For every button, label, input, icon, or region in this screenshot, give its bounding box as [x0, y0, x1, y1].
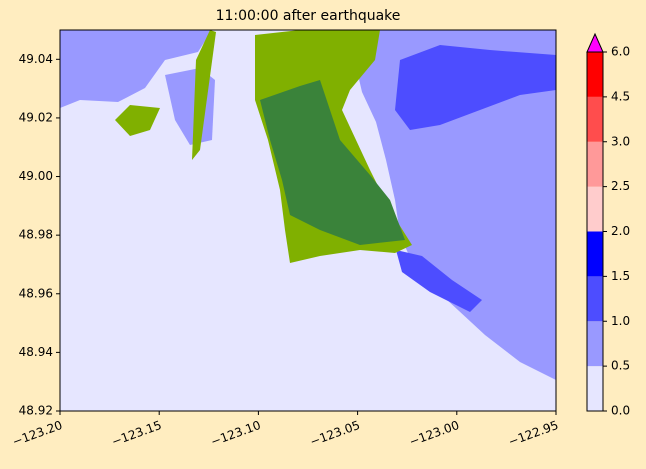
- y-tick-label: 48.96: [19, 286, 53, 300]
- land: [192, 30, 216, 160]
- colorbar-segment: [587, 141, 603, 187]
- colorbar-segment: [587, 96, 603, 142]
- chart-title: 11:00:00 after earthquake: [216, 8, 401, 24]
- water-high: [396, 250, 482, 312]
- colorbar-segment: [587, 186, 603, 232]
- water-high: [395, 45, 556, 130]
- colorbar-tick-label: 0.0: [611, 404, 630, 418]
- y-tick-label: 48.94: [19, 345, 53, 359]
- y-tick-label: 49.02: [19, 110, 53, 124]
- y-tick-label: 48.92: [19, 404, 53, 418]
- colorbar-segment: [587, 366, 603, 411]
- basin: [260, 80, 405, 245]
- colorbar-segment: [587, 231, 603, 277]
- y-tick-label: 49.04: [19, 52, 53, 66]
- water-medium: [60, 30, 212, 108]
- colorbar-tick-label: 1.5: [611, 269, 630, 283]
- colorbar-tick-label: 0.5: [611, 359, 630, 373]
- colorbar-tick-label: 4.5: [611, 89, 630, 103]
- colorbar-tick-label: 1.0: [611, 314, 630, 328]
- colorbar-segment: [587, 321, 603, 367]
- colorbar-tick-label: 2.5: [611, 179, 630, 193]
- colorbar-tick-label: 3.0: [611, 134, 630, 148]
- map-raster: [60, 30, 556, 411]
- plot-frame: [59, 29, 557, 412]
- colorbar-segment: [587, 52, 603, 97]
- colorbar-segment: [587, 276, 603, 322]
- colorbar-tick-label: 2.0: [611, 224, 630, 238]
- y-tick-label: 49.00: [19, 169, 53, 183]
- land: [115, 105, 160, 136]
- colorbar-tick-label: 6.0: [611, 45, 630, 59]
- y-tick-label: 48.98: [19, 228, 53, 242]
